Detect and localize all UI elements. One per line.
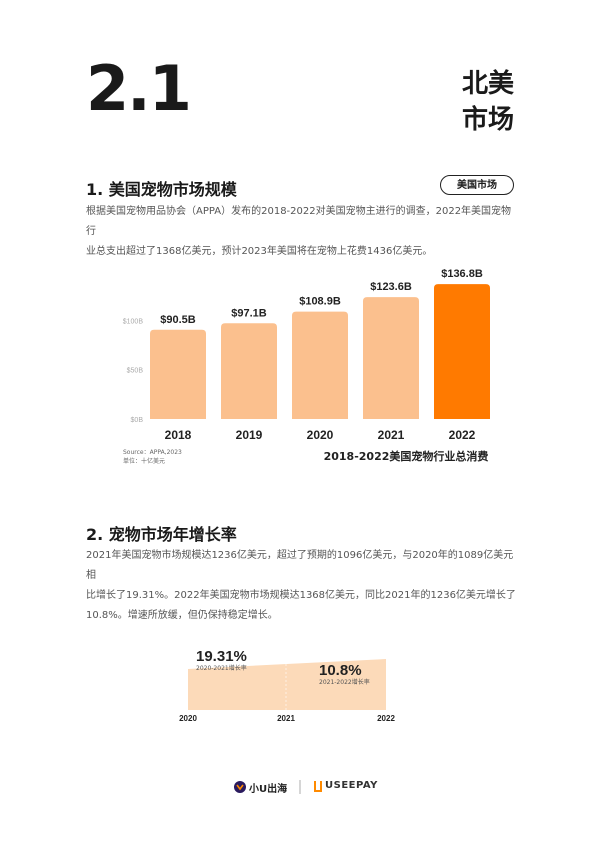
region-title: 北美 市场 (444, 66, 514, 138)
growth-area (188, 659, 386, 710)
bar-value-label: $136.8B (441, 268, 483, 280)
bar-value-label: $123.6B (370, 281, 412, 293)
x-tick-label: 2021 (378, 428, 405, 442)
bar-value-label: $90.5B (160, 314, 196, 326)
y-tick-label: $100B (123, 318, 144, 325)
chart-unit: 单位：十亿美元 (123, 457, 165, 465)
section1-heading: 1. 美国宠物市场规模 (86, 180, 237, 199)
bar-value-label: $108.9B (299, 296, 341, 308)
bar (150, 329, 206, 419)
y-tick-label: $0B (131, 417, 144, 424)
x-tick-label: 2018 (165, 428, 192, 442)
paragraph-line: 业总支出超过了1368亿美元，预计2023年美国将在宠物上花费1436亿美元。 (86, 246, 433, 257)
x-tick-label: 2020 (307, 428, 334, 442)
xiaou-logo-text: 小U出海 (249, 784, 288, 795)
bar (363, 297, 419, 419)
section2-paragraph: 2021年美国宠物市场规模达1236亿美元，超过了预期的1096亿美元，与202… (86, 546, 516, 626)
bar (434, 284, 490, 419)
paragraph-line: 比增长了19.31%。2022年美国宠物市场规模达1368亿美元，同比2021年… (86, 590, 516, 601)
x-tick-label: 2019 (236, 428, 263, 442)
useepay-logo-text: USEEPAY (325, 780, 378, 791)
section1-paragraph: 根据美国宠物用品协会（APPA）发布的2018-2022对美国宠物主进行的调查，… (86, 202, 516, 262)
growth-rate-chart: 2020 2021 2022 19.31%2020-2021增长率 10.8%2021-… (179, 648, 395, 723)
paragraph-line: 根据美国宠物用品协会（APPA）发布的2018-2022对美国宠物主进行的调查，… (86, 206, 512, 237)
growth-caption: 2021-2022增长率 (319, 678, 370, 686)
region-title-line1: 北美 (461, 69, 514, 99)
growth-value-label: 10.8% (319, 662, 362, 679)
growth-value-label: 19.31% (196, 648, 247, 665)
x-tick-label: 2022 (377, 714, 395, 723)
paragraph-line: 10.8%。增速所放缓，但仍保持稳定增长。 (86, 610, 278, 621)
xiaou-logo-icon (234, 781, 246, 793)
bar (221, 323, 277, 419)
growth-caption: 2020-2021增长率 (196, 664, 247, 672)
xiaou-logo-mark (236, 784, 244, 791)
bar-value-label: $97.1B (231, 307, 267, 319)
section2-heading: 2. 宠物市场年增长率 (86, 525, 237, 544)
useepay-logo-icon (314, 781, 322, 792)
x-tick-label: 2022 (449, 428, 476, 442)
spending-bar-chart: $0B $50B $100B $90.5B 2018 $97.1B 2019 $108.9B 2… (123, 268, 490, 465)
bar (292, 311, 348, 419)
y-tick-label: $50B (127, 368, 144, 375)
section-number: 2.1 (86, 52, 192, 125)
chart-title: 2018-2022美国宠物行业总消费 (324, 449, 489, 463)
x-tick-label: 2021 (277, 714, 295, 723)
paragraph-line: 2021年美国宠物市场规模达1236亿美元，超过了预期的1096亿美元，与202… (86, 550, 514, 581)
x-tick-label: 2020 (179, 714, 197, 723)
chart-source: Source：APPA,2023 (123, 449, 182, 456)
market-tag: 美国市场 (440, 175, 514, 195)
region-title-line2: 市场 (461, 105, 514, 135)
footer-logos: 小U出海 USEEPAY (0, 776, 600, 798)
